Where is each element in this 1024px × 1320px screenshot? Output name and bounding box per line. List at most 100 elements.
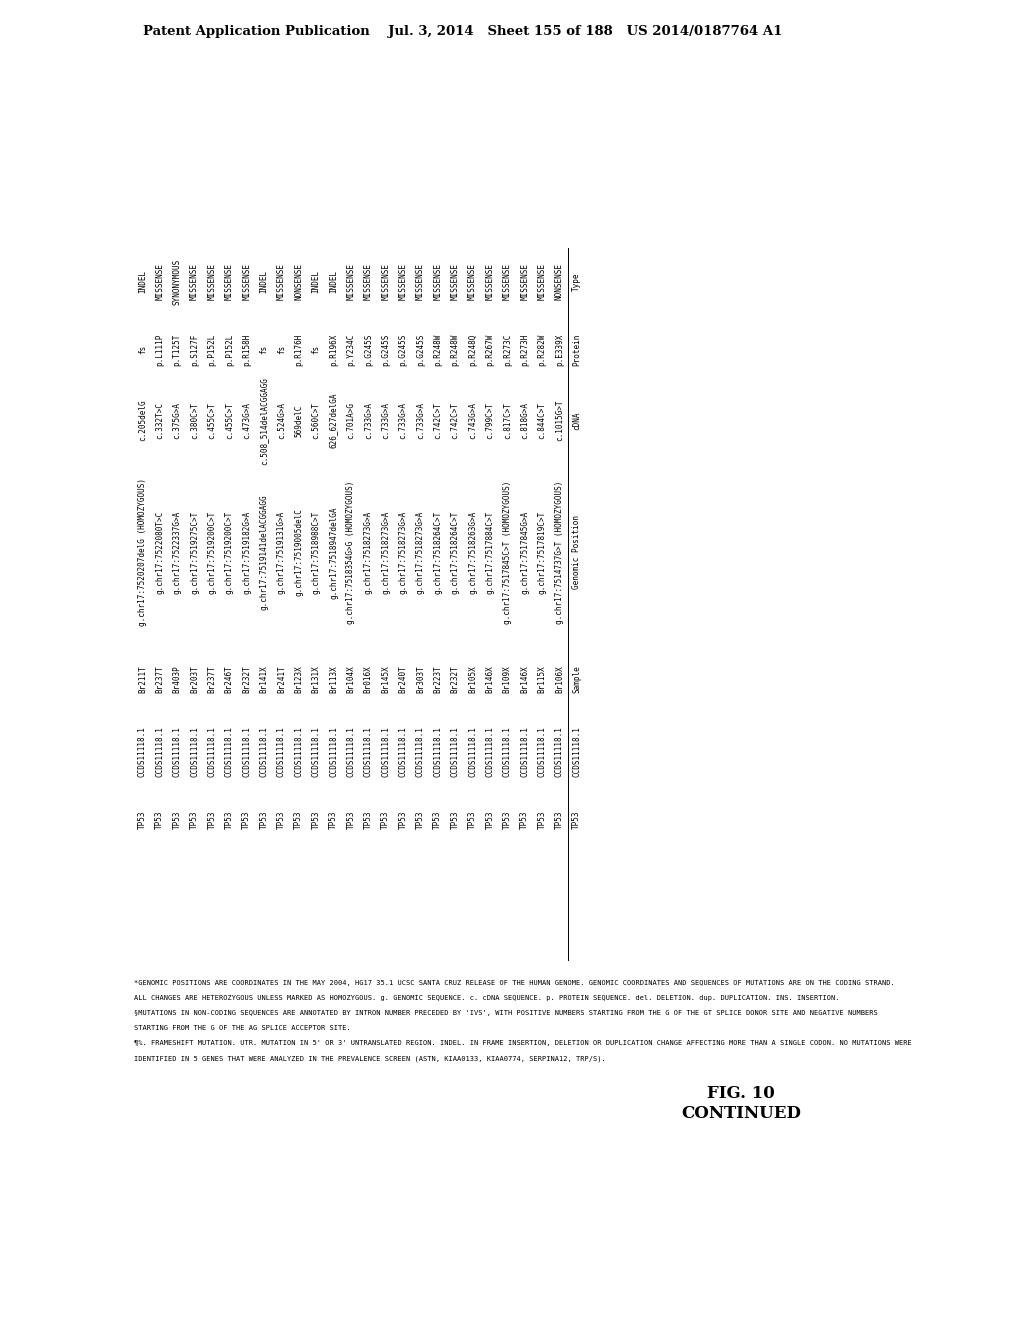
Text: Br303T: Br303T xyxy=(416,665,425,693)
Text: g.chr17:7518273G>A: g.chr17:7518273G>A xyxy=(416,511,425,594)
Text: g.chr17:7519200C>T: g.chr17:7519200C>T xyxy=(225,511,233,594)
Text: INDEL: INDEL xyxy=(329,271,338,293)
Text: p.P152L: p.P152L xyxy=(208,333,216,366)
Text: g.chr17:7519182G>A: g.chr17:7519182G>A xyxy=(242,511,251,594)
Text: CCDS11118.1: CCDS11118.1 xyxy=(468,726,477,777)
Text: STARTING FROM THE G OF THE AG SPLICE ACCEPTOR SITE.: STARTING FROM THE G OF THE AG SPLICE ACC… xyxy=(134,1026,350,1031)
Text: CCDS11118.1: CCDS11118.1 xyxy=(311,726,321,777)
Text: g.chr17:7519131G>A: g.chr17:7519131G>A xyxy=(276,511,286,594)
Text: TP53: TP53 xyxy=(138,810,146,829)
Text: FIG. 10
CONTINUED: FIG. 10 CONTINUED xyxy=(681,1085,801,1122)
Text: TP53: TP53 xyxy=(503,810,512,829)
Text: TP53: TP53 xyxy=(329,810,338,829)
Text: MISSENSE: MISSENSE xyxy=(156,263,164,301)
Text: CCDS11118.1: CCDS11118.1 xyxy=(416,726,425,777)
Text: CCDS11118.1: CCDS11118.1 xyxy=(190,726,199,777)
Text: MISSENSE: MISSENSE xyxy=(225,263,233,301)
Text: IDENTIFIED IN 5 GENES THAT WERE ANALYZED IN THE PREVALENCE SCREEN (ASTN, KIAA013: IDENTIFIED IN 5 GENES THAT WERE ANALYZED… xyxy=(134,1055,605,1061)
Text: CCDS11118.1: CCDS11118.1 xyxy=(346,726,355,777)
Text: p.R196X: p.R196X xyxy=(329,333,338,366)
Text: Sample: Sample xyxy=(572,665,582,693)
Text: fs: fs xyxy=(311,345,321,354)
Text: MISSENSE: MISSENSE xyxy=(364,263,373,301)
Text: fs: fs xyxy=(276,345,286,354)
Text: Br237T: Br237T xyxy=(156,665,164,693)
Text: MISSENSE: MISSENSE xyxy=(381,263,390,301)
Text: g.chr17:7514737G>T (HOMOZYGOUS): g.chr17:7514737G>T (HOMOZYGOUS) xyxy=(555,480,564,624)
Text: TP53: TP53 xyxy=(259,810,268,829)
Text: CCDS11118.1: CCDS11118.1 xyxy=(225,726,233,777)
Text: c.733G>A: c.733G>A xyxy=(398,403,408,440)
Text: Br145X: Br145X xyxy=(381,665,390,693)
Text: CCDS11118.1: CCDS11118.1 xyxy=(555,726,564,777)
Text: c.818G>A: c.818G>A xyxy=(520,403,529,440)
Text: c.380C>T: c.380C>T xyxy=(190,403,199,440)
Text: c.701A>G: c.701A>G xyxy=(346,403,355,440)
Text: g.chr17:7518264C>T: g.chr17:7518264C>T xyxy=(451,511,460,594)
Text: g.chr17:7518263G>A: g.chr17:7518263G>A xyxy=(468,511,477,594)
Text: p.S127F: p.S127F xyxy=(190,333,199,366)
Text: CCDS11118.1: CCDS11118.1 xyxy=(433,726,442,777)
Text: Br113X: Br113X xyxy=(329,665,338,693)
Text: MISSENSE: MISSENSE xyxy=(190,263,199,301)
Text: Genomic Position: Genomic Position xyxy=(572,515,582,589)
Text: g.chr17:7519200C>T: g.chr17:7519200C>T xyxy=(208,511,216,594)
Text: TP53: TP53 xyxy=(433,810,442,829)
Text: g.chr17:7522080T>C: g.chr17:7522080T>C xyxy=(156,511,164,594)
Text: c.205delG: c.205delG xyxy=(138,400,146,441)
Text: TP53: TP53 xyxy=(555,810,564,829)
Text: c.524G>A: c.524G>A xyxy=(276,403,286,440)
Text: c.560C>T: c.560C>T xyxy=(311,403,321,440)
Text: CCDS11118.1: CCDS11118.1 xyxy=(138,726,146,777)
Text: Br232T: Br232T xyxy=(242,665,251,693)
Text: TP53: TP53 xyxy=(538,810,547,829)
Text: Br146X: Br146X xyxy=(520,665,529,693)
Text: g.chr17:7517845C>T (HOMOZYGOUS): g.chr17:7517845C>T (HOMOZYGOUS) xyxy=(503,480,512,624)
Text: MISSENSE: MISSENSE xyxy=(276,263,286,301)
Text: p.P152L: p.P152L xyxy=(225,333,233,366)
Text: TP53: TP53 xyxy=(225,810,233,829)
Text: p.G245S: p.G245S xyxy=(364,333,373,366)
Text: TP53: TP53 xyxy=(416,810,425,829)
Text: c.742C>T: c.742C>T xyxy=(433,403,442,440)
Text: MISSENSE: MISSENSE xyxy=(468,263,477,301)
Text: Br203T: Br203T xyxy=(190,665,199,693)
Text: Br141X: Br141X xyxy=(259,665,268,693)
Text: g.chr17:7522337G>A: g.chr17:7522337G>A xyxy=(173,511,181,594)
Text: Patent Application Publication    Jul. 3, 2014   Sheet 155 of 188   US 2014/0187: Patent Application Publication Jul. 3, 2… xyxy=(143,25,782,38)
Text: Br211T: Br211T xyxy=(138,665,146,693)
Text: cDNA: cDNA xyxy=(572,412,582,430)
Text: p.R176H: p.R176H xyxy=(294,333,303,366)
Text: c.455C>T: c.455C>T xyxy=(225,403,233,440)
Text: CCDS11118.1: CCDS11118.1 xyxy=(398,726,408,777)
Text: c.1015G>T: c.1015G>T xyxy=(555,400,564,441)
Text: TP53: TP53 xyxy=(520,810,529,829)
Text: c.375G>A: c.375G>A xyxy=(173,403,181,440)
Text: c.473G>A: c.473G>A xyxy=(242,403,251,440)
Text: CCDS11118.1: CCDS11118.1 xyxy=(294,726,303,777)
Text: g.chr17:7520207delG (HOMOZYGOUS): g.chr17:7520207delG (HOMOZYGOUS) xyxy=(138,478,146,627)
Text: Br403P: Br403P xyxy=(173,665,181,693)
Text: MISSENSE: MISSENSE xyxy=(346,263,355,301)
Text: MISSENSE: MISSENSE xyxy=(520,263,529,301)
Text: TP53: TP53 xyxy=(294,810,303,829)
Text: p.R248Q: p.R248Q xyxy=(468,333,477,366)
Text: TP53: TP53 xyxy=(276,810,286,829)
Text: Type: Type xyxy=(572,272,582,292)
Text: TP53: TP53 xyxy=(572,810,582,829)
Text: INDEL: INDEL xyxy=(259,271,268,293)
Text: ¶%. FRAMESHIFT MUTATION. UTR. MUTATION IN 5' OR 3' UNTRANSLATED REGION. INDEL. I: ¶%. FRAMESHIFT MUTATION. UTR. MUTATION I… xyxy=(134,1040,911,1045)
Text: p.L111P: p.L111P xyxy=(156,333,164,366)
Text: TP53: TP53 xyxy=(311,810,321,829)
Text: CCDS11118.1: CCDS11118.1 xyxy=(364,726,373,777)
Text: p.T125T: p.T125T xyxy=(173,333,181,366)
Text: g.chr17:7518264C>T: g.chr17:7518264C>T xyxy=(433,511,442,594)
Text: 569delC: 569delC xyxy=(294,404,303,437)
Text: *GENOMIC POSITIONS ARE COORDINATES IN THE MAY 2004, HG17 35.1 UCSC SANTA CRUZ RE: *GENOMIC POSITIONS ARE COORDINATES IN TH… xyxy=(134,979,894,986)
Text: g.chr17:7518354G>G (HOMOZYGOUS): g.chr17:7518354G>G (HOMOZYGOUS) xyxy=(346,480,355,624)
Text: g.chr17:7517845G>A: g.chr17:7517845G>A xyxy=(520,511,529,594)
Text: fs: fs xyxy=(259,345,268,354)
Text: p.R158H: p.R158H xyxy=(242,333,251,366)
Text: p.G245S: p.G245S xyxy=(381,333,390,366)
Text: MISSENSE: MISSENSE xyxy=(485,263,495,301)
